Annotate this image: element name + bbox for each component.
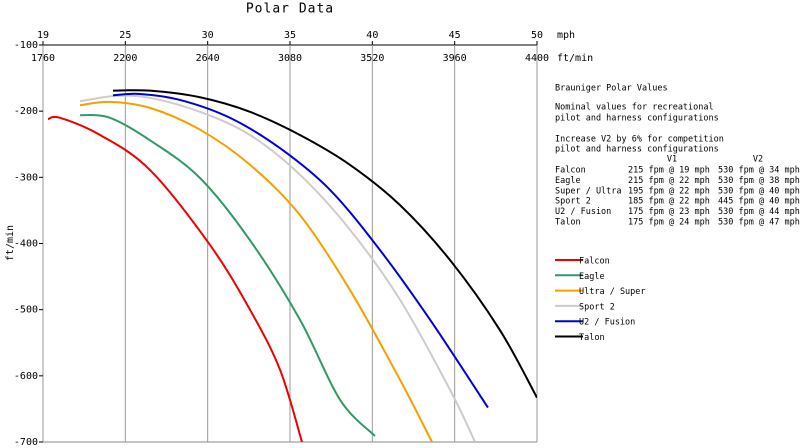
- x-tick-label: 2200: [113, 53, 137, 64]
- note-text: Brauniger Polar Values: [555, 84, 668, 94]
- table-cell: 530 fpm @ 40 mph: [718, 186, 800, 196]
- table-cell: Falcon: [555, 166, 586, 176]
- x2-tick-label: 30: [202, 30, 214, 41]
- note-text: pilot and harness configurations: [555, 114, 719, 124]
- x2-tick-label: 19: [37, 30, 49, 41]
- table-cell: 530 fpm @ 44 mph: [718, 207, 800, 217]
- y-tick-label: -600: [14, 371, 38, 382]
- chart-title: Polar Data: [246, 2, 334, 17]
- y-tick-label: -100: [14, 40, 38, 51]
- x2-tick-label: 50: [531, 30, 543, 41]
- table-cell: 215 fpm @ 19 mph: [628, 166, 710, 176]
- x-axis-label: ft/min: [557, 53, 593, 64]
- table-header: V1: [667, 155, 677, 165]
- x-tick-label: 3960: [443, 53, 467, 64]
- y-tick-label: -200: [14, 106, 38, 117]
- x2-tick-label: 40: [366, 30, 378, 41]
- x-tick-label: 1760: [31, 53, 55, 64]
- legend-label: U2 / Fusion: [579, 318, 635, 328]
- table-cell: Sport 2: [555, 197, 591, 207]
- legend-label: Sport 2: [579, 302, 615, 312]
- legend-label: Talon: [579, 333, 605, 343]
- legend-label: Ultra / Super: [579, 287, 646, 297]
- table-cell: 530 fpm @ 47 mph: [718, 218, 800, 228]
- table-cell: 530 fpm @ 34 mph: [718, 166, 800, 176]
- y-tick-label: -700: [14, 437, 38, 448]
- y-tick-label: -500: [14, 305, 38, 316]
- x2-axis-label: mph: [557, 30, 575, 41]
- x2-tick-label: 35: [284, 30, 296, 41]
- x2-tick-label: 45: [449, 30, 461, 41]
- x-tick-label: 2640: [196, 53, 220, 64]
- series-line: [112, 92, 489, 409]
- legend-label: Eagle: [579, 272, 605, 282]
- series-line: [47, 115, 303, 442]
- y-tick-label: -300: [14, 172, 38, 183]
- x-tick-label: 3520: [360, 53, 384, 64]
- table-cell: 530 fpm @ 38 mph: [718, 176, 800, 186]
- series-line: [112, 89, 537, 399]
- x-tick-label: 3080: [278, 53, 302, 64]
- table-cell: 185 fpm @ 22 mph: [628, 197, 710, 207]
- table-cell: U2 / Fusion: [555, 207, 611, 217]
- note-text: pilot and harness configurations: [555, 145, 719, 155]
- x2-tick-label: 25: [119, 30, 131, 41]
- series-line: [79, 94, 476, 442]
- table-cell: 215 fpm @ 22 mph: [628, 176, 710, 186]
- table-cell: 175 fpm @ 23 mph: [628, 207, 710, 217]
- table-cell: Talon: [555, 218, 581, 228]
- table-cell: 195 fpm @ 22 mph: [628, 186, 710, 196]
- note-text: Increase V2 by 6% for competition: [555, 135, 724, 145]
- y-tick-label: -400: [14, 239, 38, 250]
- table-cell: Super / Ultra: [555, 186, 622, 196]
- table-cell: Eagle: [555, 176, 581, 186]
- y-axis-label: ft/min: [5, 225, 16, 261]
- table-cell: 445 fpm @ 40 mph: [718, 197, 800, 207]
- x-tick-label: 4400: [525, 53, 549, 64]
- note-text: Nominal values for recreational: [555, 103, 714, 113]
- series-line: [79, 114, 376, 437]
- series-line: [79, 100, 433, 442]
- table-cell: 175 fpm @ 24 mph: [628, 218, 710, 228]
- table-header: V2: [753, 155, 763, 165]
- legend-label: Falcon: [579, 257, 610, 267]
